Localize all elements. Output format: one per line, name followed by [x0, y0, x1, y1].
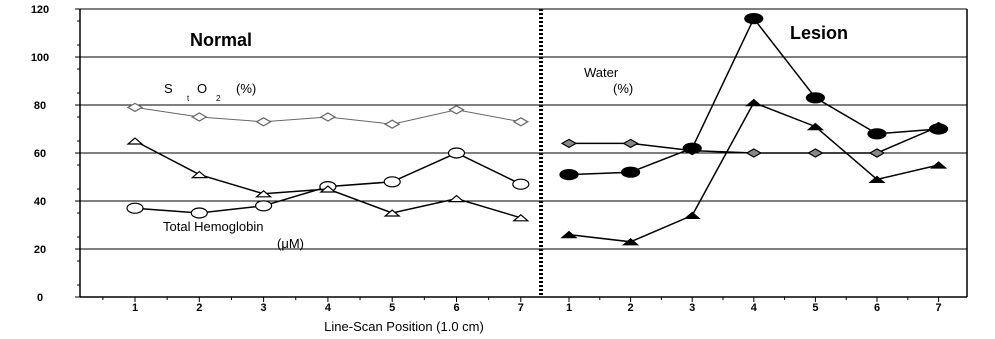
- x-tick-label-0-1: 1: [132, 302, 138, 314]
- data-point-0-total-hemoglobin-3: [255, 200, 273, 212]
- series-0-water: [126, 137, 530, 222]
- data-point-1-water-1: [560, 230, 578, 239]
- data-point-0-sto2-2: [191, 112, 208, 122]
- data-point-1-sto2-6: [868, 148, 886, 158]
- data-point-1-sto2-4: [745, 148, 763, 158]
- x-tick-label-1-2: 2: [628, 302, 634, 314]
- y-tick-label-20: 20: [34, 244, 46, 256]
- annotation-sto2-t: t: [187, 94, 190, 103]
- annotation-water-line1: Water: [584, 65, 619, 80]
- x-tick-label-1-3: 3: [689, 302, 695, 314]
- x-tick-label-0-3: 3: [261, 302, 267, 314]
- data-point-0-sto2-3: [255, 117, 272, 127]
- x-axis-title: Line-Scan Position (1.0 cm): [324, 319, 484, 334]
- data-point-1-total-hemoglobin-4: [744, 13, 764, 25]
- series-1-total-hemoglobin: [559, 13, 949, 181]
- series-1-sto2: [560, 121, 947, 158]
- panel-title-normal: Normal: [190, 30, 252, 50]
- data-point-1-water-3: [683, 211, 701, 219]
- panel-title-lesion: Lesion: [790, 23, 848, 43]
- y-tick-label-80: 80: [34, 100, 46, 112]
- data-point-0-total-hemoglobin-6: [447, 147, 466, 159]
- x-tick-label-0-5: 5: [389, 302, 395, 314]
- data-point-0-total-hemoglobin-2: [190, 207, 208, 219]
- data-point-0-water-4: [319, 185, 337, 193]
- data-point-0-total-hemoglobin-5: [383, 176, 401, 188]
- annotation-sto2-o: O: [197, 81, 207, 96]
- data-point-1-total-hemoglobin-6: [867, 128, 887, 140]
- data-point-1-water-4: [745, 98, 763, 107]
- y-tick-label-0: 0: [37, 292, 43, 304]
- data-point-0-sto2-6: [448, 105, 465, 115]
- data-point-0-total-hemoglobin-1: [126, 202, 144, 214]
- data-point-0-water-3: [254, 190, 273, 198]
- x-tick-label-1-1: 1: [566, 302, 572, 314]
- annotation-water-line2: (%): [613, 81, 633, 96]
- y-tick-label-120: 120: [31, 4, 49, 16]
- data-point-0-sto2-5: [383, 119, 401, 129]
- series-0-sto2: [126, 102, 530, 129]
- data-point-1-total-hemoglobin-1: [559, 169, 579, 181]
- x-tick-label-0-2: 2: [196, 302, 202, 314]
- data-point-0-water-5: [383, 209, 401, 217]
- data-point-1-water-5: [806, 122, 825, 131]
- data-point-1-total-hemoglobin-7: [928, 123, 949, 135]
- x-tick-label-1-4: 4: [751, 302, 758, 314]
- data-point-1-sto2-5: [807, 148, 824, 158]
- data-point-1-total-hemoglobin-3: [682, 142, 702, 154]
- series-1-water: [560, 98, 948, 246]
- data-point-0-water-1: [126, 137, 144, 145]
- series-0-total-hemoglobin: [126, 147, 530, 219]
- x-tick-label-0-6: 6: [453, 302, 459, 314]
- series-layer: [126, 13, 949, 246]
- data-point-0-sto2-4: [319, 112, 337, 122]
- data-point-0-water-6: [447, 194, 466, 203]
- data-point-1-water-7: [929, 161, 948, 169]
- data-point-0-total-hemoglobin-7: [512, 178, 530, 190]
- x-tick-label-0-4: 4: [325, 302, 332, 314]
- data-point-1-sto2-2: [622, 138, 639, 149]
- y-tick-label-60: 60: [34, 148, 46, 160]
- text-layer: Normal Lesion S t O 2 (%) Total Hemoglob…: [163, 23, 848, 334]
- annotation-sto2-s: S: [164, 81, 173, 96]
- data-point-0-sto2-1: [126, 102, 144, 113]
- data-point-1-water-2: [621, 238, 640, 246]
- x-tick-label-0-7: 7: [518, 302, 524, 314]
- data-point-1-total-hemoglobin-5: [805, 92, 826, 104]
- axes-layer: 0 20 40 60 80 100 120 1 2 3 4 5 6 7 1 2 3 4 5 6 7: [31, 4, 968, 314]
- grid-layer: [80, 8, 967, 250]
- data-point-1-total-hemoglobin-2: [620, 166, 641, 178]
- x-tick-label-1-5: 5: [812, 302, 818, 314]
- data-point-0-water-2: [190, 170, 208, 179]
- data-point-0-water-7: [512, 214, 530, 222]
- x-tick-label-1-6: 6: [874, 302, 880, 314]
- data-point-1-water-6: [868, 175, 886, 183]
- annotation-sto2-unit: (%): [236, 81, 256, 96]
- annotation-sto2-two: 2: [216, 94, 221, 103]
- y-tick-label-100: 100: [31, 52, 49, 64]
- data-point-0-sto2-7: [512, 117, 530, 127]
- x-tick-label-1-7: 7: [936, 302, 942, 314]
- annotation-hemoglobin-line2: (μM): [277, 236, 304, 251]
- annotation-hemoglobin-line1: Total Hemoglobin: [163, 219, 263, 234]
- y-tick-label-40: 40: [34, 196, 46, 208]
- data-point-1-sto2-1: [560, 138, 578, 149]
